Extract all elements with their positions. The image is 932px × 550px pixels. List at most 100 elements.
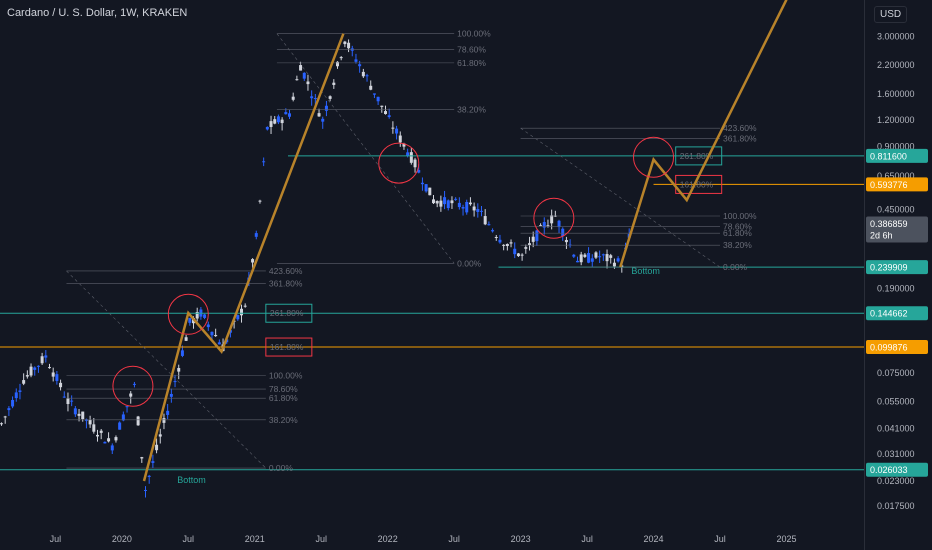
candle-body [33,367,37,370]
candle-body [398,135,402,143]
candle-body [594,252,598,258]
candle-body [55,374,59,381]
candle-body [339,57,343,59]
candle-body [243,305,247,307]
x-tick-label: Jul [183,534,195,544]
fib-level-label: 100.00% [269,371,303,381]
candle-body [387,115,391,118]
fib-trend-line [66,270,267,469]
candle-body [177,368,181,372]
candle-body [81,411,85,420]
candle-body [435,201,439,204]
price-tag-label: 0.811600 [870,151,907,161]
candle-body [262,161,266,163]
fib-extension-label: 161.80% [270,342,304,352]
candle-body [265,126,269,130]
y-tick-label: 0.650000 [877,171,915,181]
candle-body [251,259,255,263]
candle-body [203,314,207,318]
fib-extension-box [265,337,313,357]
y-tick-label: 0.450000 [877,205,915,215]
candle-body [18,390,22,392]
highlight-circle [633,136,675,178]
candle-body [14,392,18,399]
candle-body [299,65,303,71]
y-tick-label: 0.023000 [877,476,915,486]
candle-body [321,118,325,122]
x-tick-label: 2020 [112,534,132,544]
candle-body [443,197,447,205]
candle-body [147,475,151,477]
candle-body [48,367,51,369]
candle-body [291,96,295,100]
candle-body [480,210,483,212]
candle-body [132,383,136,385]
candle-body [402,143,406,147]
candle-body [184,337,188,341]
candle-body [612,262,616,267]
candle-body [505,243,509,247]
y-tick-label: 0.900000 [877,141,915,151]
candle-body [620,265,624,268]
fib-trend-line [276,33,455,264]
candle-body [524,247,528,249]
candle-body [409,152,413,163]
candle-body [214,335,218,337]
candle-body [236,315,240,320]
y-tick-label: 1.600000 [877,89,915,99]
price-tag [866,306,928,321]
candle-body [609,255,613,258]
fib-level-label: 61.80% [723,228,752,238]
fib-trend-line [520,127,721,268]
candle-body [361,71,365,77]
price-tag [866,148,928,163]
candle-body [472,206,476,211]
candle-body [155,444,159,451]
candle-body [114,437,118,441]
candle-body [564,239,568,243]
candle-body [605,254,609,262]
candle-body [110,445,114,451]
candle-body [413,159,417,168]
projection-line [142,33,345,482]
x-tick-label: Jul [448,534,460,544]
candle-body [583,254,587,257]
candle-body [358,64,362,67]
fib-extension-label: 261.80% [270,308,304,318]
fib-level-label: 38.20% [269,415,298,425]
candle-body [376,96,380,102]
currency-button[interactable]: USD [874,6,908,23]
candle-body [542,222,546,228]
candle-body [317,113,321,117]
candle-body [546,225,550,227]
candle-body [572,254,576,257]
y-tick-label: 0.075000 [877,368,915,378]
fib-level-label: 100.00% [457,29,491,39]
candle-body [180,350,184,356]
candle-body [217,342,221,345]
candle-body [487,224,491,226]
fib-level-label: 61.80% [269,393,298,403]
x-tick-label: 2023 [511,534,531,544]
candle-body [384,111,387,115]
candle-body [136,416,140,426]
candle-body [579,254,583,263]
candle-body [77,413,81,416]
candle-body [406,152,410,156]
x-tick-label: Jul [315,534,327,544]
price-tag [866,260,928,275]
candle-body [450,200,454,204]
fib-level-label: 423.60% [723,123,757,133]
candle-body [417,170,421,173]
x-tick-label: Jul [714,534,726,544]
candle-body [59,382,63,388]
fib-level-label: 423.60% [269,266,303,276]
candle-body [129,393,133,397]
candle-body [29,366,33,376]
candle-body [40,356,44,364]
candle-body [66,398,70,405]
price-tag [866,177,928,192]
y-tick-label: 0.041000 [877,423,915,433]
price-tag [866,216,928,243]
